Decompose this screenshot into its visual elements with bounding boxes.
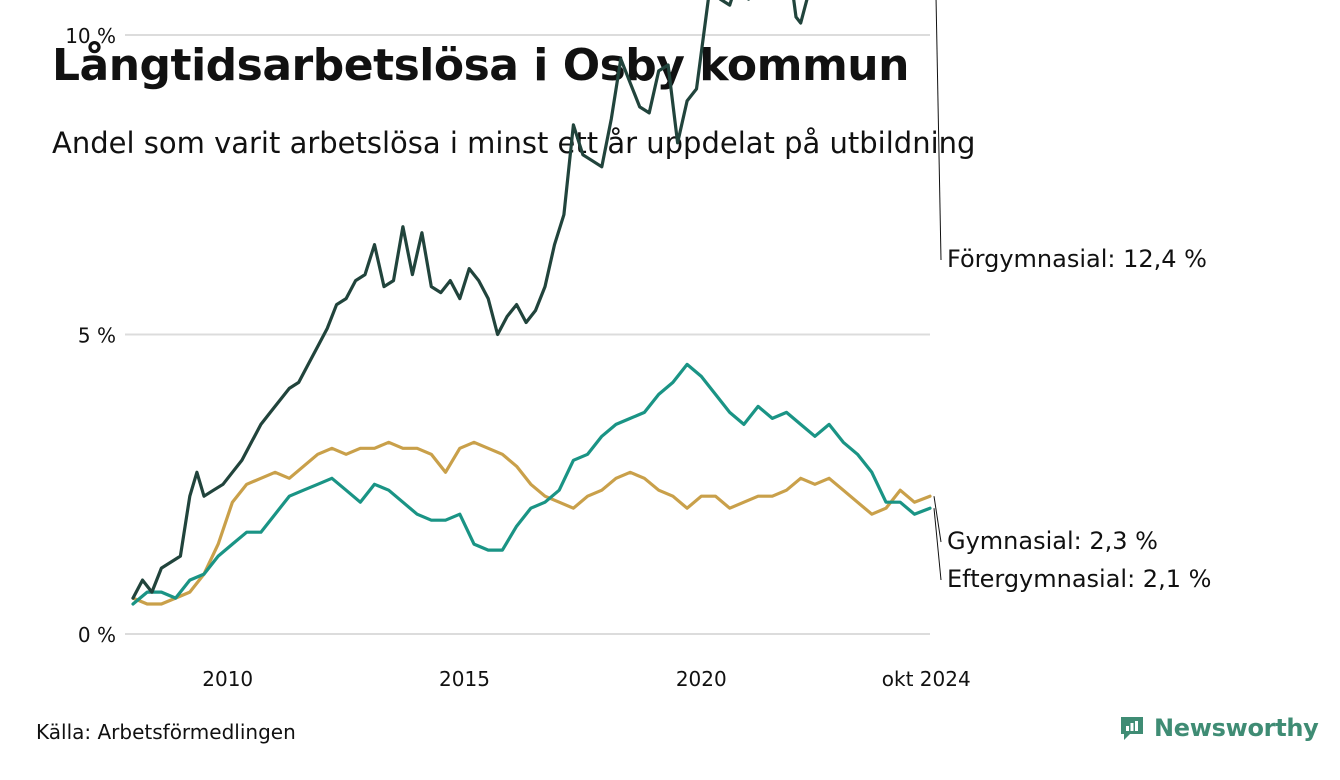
label-leader-line xyxy=(933,508,942,581)
gridlines xyxy=(125,34,930,635)
series-end-labels: Förgymnasial: 12,4 % Gymnasial: 2,3 % Efte… xyxy=(933,0,1211,593)
series-end-label-förgymnasial: Förgymnasial: 12,4 % xyxy=(947,245,1207,273)
source-note: Källa: Arbetsförmedlingen xyxy=(36,720,296,744)
chart-subtitle: Andel som varit arbetslösa i minst ett å… xyxy=(52,126,976,160)
y-tick-label: 0 % xyxy=(78,623,116,647)
x-tick-label: 2010 xyxy=(202,667,253,691)
y-axis-tick-labels: 0 % 5 % 10 % xyxy=(65,24,116,647)
series-lines xyxy=(131,0,932,606)
series-line-eftergymnasial xyxy=(131,362,932,606)
x-tick-label: 2015 xyxy=(439,667,490,691)
brand-name: Newsworthy xyxy=(1154,714,1319,742)
y-tick-label: 5 % xyxy=(78,324,116,348)
series-line-förgymnasial xyxy=(131,0,809,600)
series-line-gymnasial xyxy=(131,440,932,606)
label-leader-line xyxy=(933,496,942,543)
x-tick-label: 2020 xyxy=(676,667,727,691)
label-leader-line xyxy=(935,0,942,261)
x-tick-label: okt 2024 xyxy=(882,667,971,691)
series-end-label-gymnasial: Gymnasial: 2,3 % xyxy=(947,527,1158,555)
newsworthy-logo-icon xyxy=(1121,717,1143,740)
y-tick-label: 10 % xyxy=(65,24,116,48)
chart-title: Långtidsarbetslösa i Osby kommun xyxy=(52,40,909,91)
line-chart: 0 % 5 % 10 % 2010 2015 2020 okt 2024 Förgymna… xyxy=(65,0,1211,691)
brand[interactable]: Newsworthy xyxy=(1118,714,1319,742)
series-end-label-eftergymnasial: Eftergymnasial: 2,1 % xyxy=(947,565,1211,593)
x-axis-tick-labels: 2010 2015 2020 okt 2024 xyxy=(202,667,970,691)
